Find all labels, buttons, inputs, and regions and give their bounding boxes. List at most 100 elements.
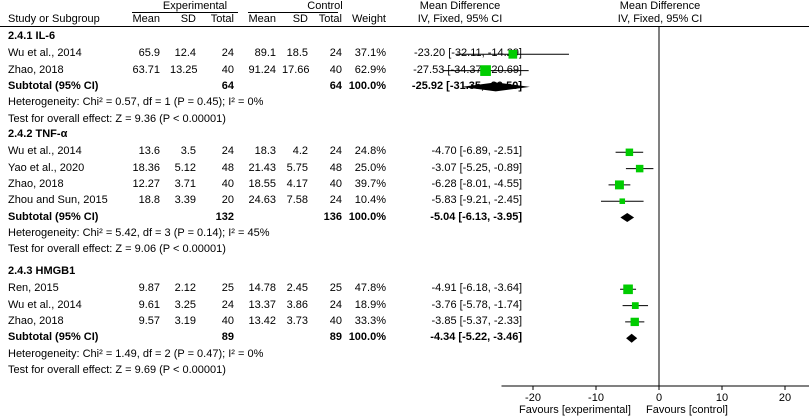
study-c-sd: 3.86 bbox=[286, 298, 308, 311]
subgroup-title: 2.4.2 TNF-α bbox=[8, 128, 68, 140]
study-marker bbox=[630, 317, 639, 327]
study-weight: 62.9% bbox=[354, 63, 386, 76]
subtotal-diamond bbox=[626, 333, 638, 343]
x-tick-label: -10 bbox=[588, 392, 604, 404]
subgroup-title: 2.4.3 HMGB1 bbox=[8, 265, 76, 277]
subtotal-diamond bbox=[620, 213, 635, 222]
study-e-sd: 3.5 bbox=[180, 145, 196, 158]
study-e-total: 24 bbox=[221, 298, 234, 311]
study-e-total: 40 bbox=[221, 177, 234, 190]
study-c-total: 25 bbox=[329, 282, 342, 295]
study-e-sd: 3.71 bbox=[174, 177, 196, 190]
study-c-total: 24 bbox=[329, 145, 342, 158]
method-plot-header: IV, Fixed, 95% CI bbox=[617, 13, 703, 25]
study-c-sd: 5.75 bbox=[286, 161, 308, 174]
study-e-total: 20 bbox=[221, 194, 234, 207]
e-mean-column-header: Mean bbox=[132, 13, 160, 25]
x-tick-label: 20 bbox=[779, 392, 791, 404]
study-e-mean: 9.87 bbox=[138, 282, 160, 295]
study-c-sd: 17.66 bbox=[282, 63, 310, 76]
study-ci: -3.85 [-5.37, -2.33] bbox=[431, 314, 523, 327]
subtotal-e-total: 64 bbox=[221, 79, 234, 92]
study-marker bbox=[635, 164, 644, 173]
study-c-mean: 13.42 bbox=[248, 314, 276, 327]
subtotal-label: Subtotal (95% CI) bbox=[8, 210, 99, 223]
study-marker bbox=[480, 65, 491, 76]
study-name: Zhao, 2018 bbox=[8, 314, 64, 327]
experimental-header: Experimental bbox=[162, 0, 228, 12]
study-e-sd: 3.25 bbox=[174, 298, 196, 311]
study-ci: -27.53 [-34.37, -20.69] bbox=[413, 63, 522, 76]
study-name: Wu et al., 2014 bbox=[8, 298, 82, 311]
study-ci: -4.91 [-6.18, -3.64] bbox=[431, 282, 523, 295]
study-name: Wu et al., 2014 bbox=[8, 47, 82, 60]
study-e-sd: 2.12 bbox=[174, 282, 196, 295]
experimental-header-rule bbox=[132, 12, 238, 13]
study-ci: -4.70 [-6.89, -2.51] bbox=[431, 145, 523, 158]
study-e-mean: 13.6 bbox=[138, 145, 160, 158]
heterogeneity-text: Heterogeneity: Chi² = 5.42, df = 3 (P = … bbox=[8, 226, 270, 239]
study-e-sd: 12.4 bbox=[174, 47, 196, 60]
study-weight: 25.0% bbox=[354, 161, 386, 174]
study-ci: -5.83 [-9.21, -2.45] bbox=[431, 194, 523, 207]
header-rule bbox=[0, 26, 809, 27]
study-e-mean: 18.36 bbox=[132, 161, 160, 174]
study-weight: 24.8% bbox=[354, 145, 386, 158]
study-name: Zhou and Sun, 2015 bbox=[8, 194, 108, 207]
overall-effect-text: Test for overall effect: Z = 9.69 (P < 0… bbox=[8, 363, 226, 376]
x-tick-label: 0 bbox=[656, 392, 662, 404]
e-sd-column-header: SD bbox=[180, 13, 196, 25]
subtotal-diamond bbox=[461, 82, 530, 92]
study-weight: 37.1% bbox=[354, 47, 386, 60]
study-e-mean: 18.8 bbox=[138, 194, 160, 207]
study-c-sd: 7.58 bbox=[286, 194, 308, 207]
mean-difference-plot-header: Mean Difference bbox=[619, 0, 701, 12]
study-c-sd: 2.45 bbox=[286, 282, 308, 295]
x-tick-label: 10 bbox=[716, 392, 728, 404]
subtotal-label: Subtotal (95% CI) bbox=[8, 79, 99, 92]
study-c-mean: 89.1 bbox=[254, 47, 276, 60]
study-marker bbox=[508, 49, 518, 59]
mean-difference-header: Mean Difference bbox=[419, 0, 501, 12]
c-sd-column-header: SD bbox=[292, 13, 308, 25]
subtotal-e-total: 89 bbox=[221, 331, 234, 344]
c-total-column-header: Total bbox=[318, 13, 342, 25]
study-c-sd: 3.73 bbox=[286, 314, 308, 327]
study-marker bbox=[625, 148, 634, 157]
study-e-mean: 9.61 bbox=[138, 298, 160, 311]
study-name: Wu et al., 2014 bbox=[8, 145, 82, 158]
study-weight: 39.7% bbox=[354, 177, 386, 190]
study-e-total: 48 bbox=[221, 161, 234, 174]
study-e-total: 40 bbox=[221, 63, 234, 76]
study-c-total: 48 bbox=[329, 161, 342, 174]
c-mean-column-header: Mean bbox=[248, 13, 276, 25]
study-c-mean: 21.43 bbox=[248, 161, 276, 174]
weight-column-header: Weight bbox=[351, 13, 386, 25]
study-marker bbox=[623, 284, 633, 295]
study-e-sd: 3.19 bbox=[174, 314, 196, 327]
subtotal-c-total: 136 bbox=[323, 210, 342, 223]
study-e-mean: 12.27 bbox=[132, 177, 160, 190]
study-name: Yao et al., 2020 bbox=[8, 161, 85, 174]
study-weight: 10.4% bbox=[354, 194, 386, 207]
x-tick-label: -20 bbox=[525, 392, 541, 404]
study-e-total: 40 bbox=[221, 314, 234, 327]
favours-experimental-label: Favours [experimental] bbox=[519, 404, 631, 416]
favours-control-label: Favours [control] bbox=[646, 404, 728, 416]
e-total-column-header: Total bbox=[210, 13, 234, 25]
subtotal-weight: 100.0% bbox=[348, 79, 386, 92]
study-e-sd: 5.12 bbox=[174, 161, 196, 174]
study-c-mean: 13.37 bbox=[248, 298, 276, 311]
study-c-mean: 18.3 bbox=[254, 145, 276, 158]
study-e-mean: 63.71 bbox=[132, 63, 160, 76]
control-header-rule bbox=[248, 12, 338, 13]
study-ci: -23.20 [-32.11, -14.29] bbox=[413, 47, 522, 60]
method-column-header: IV, Fixed, 95% CI bbox=[417, 13, 503, 25]
study-c-total: 40 bbox=[329, 63, 342, 76]
study-e-total: 24 bbox=[221, 47, 234, 60]
study-marker bbox=[631, 302, 639, 309]
study-e-total: 24 bbox=[221, 145, 234, 158]
study-c-total: 40 bbox=[329, 314, 342, 327]
study-c-mean: 18.55 bbox=[248, 177, 276, 190]
